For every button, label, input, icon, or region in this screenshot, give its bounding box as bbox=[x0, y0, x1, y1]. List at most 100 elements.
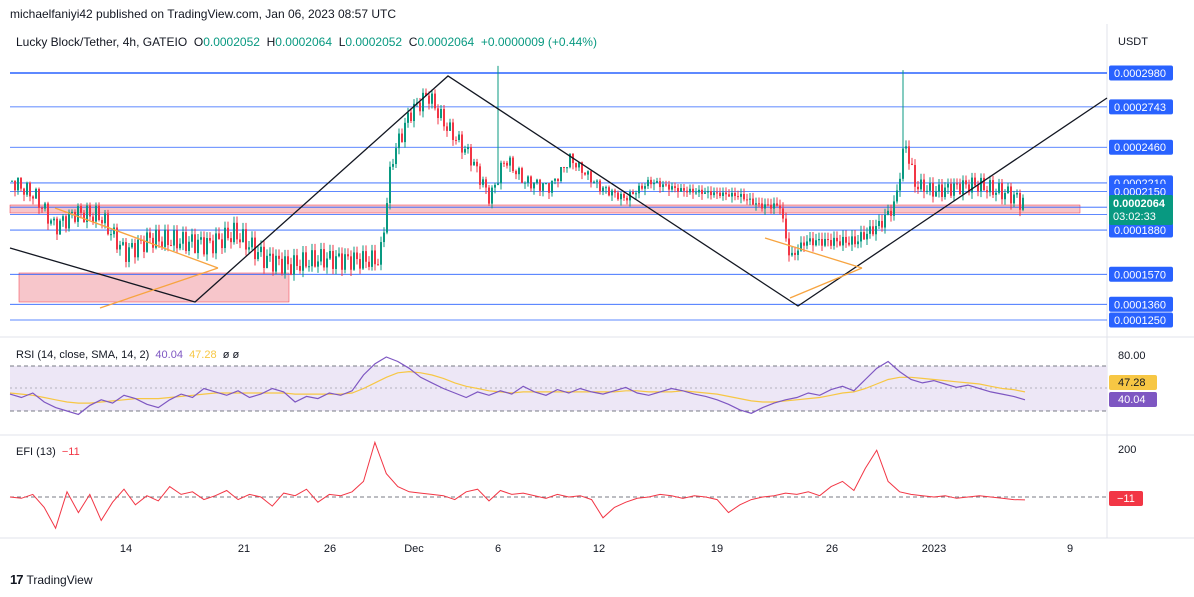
candle-body bbox=[179, 243, 181, 249]
candle-body bbox=[767, 204, 769, 206]
candle-body bbox=[518, 168, 520, 175]
candle-body bbox=[548, 183, 550, 193]
candle-body bbox=[38, 188, 40, 208]
candle-body bbox=[65, 216, 67, 229]
level-tag-label: 0.0001570 bbox=[1114, 269, 1166, 281]
candle-body bbox=[902, 148, 904, 179]
candle-body bbox=[860, 232, 862, 242]
candle-body bbox=[785, 218, 787, 239]
x-tick-label: 12 bbox=[593, 543, 605, 555]
symbol-name[interactable]: Lucky Block/Tether, 4h, GATEIO bbox=[16, 35, 188, 49]
candle-body bbox=[488, 187, 490, 204]
candle-body bbox=[812, 238, 814, 246]
rsi-name[interactable]: RSI (14, close, SMA, 14, 2) bbox=[16, 349, 150, 361]
candle-body bbox=[1004, 193, 1006, 200]
candle-body bbox=[350, 256, 352, 270]
candle-body bbox=[776, 203, 778, 206]
x-tick-label: 2023 bbox=[922, 543, 946, 555]
candle-body bbox=[338, 253, 340, 257]
candle-body bbox=[182, 232, 184, 244]
x-tick-label: 9 bbox=[1067, 543, 1073, 555]
candle-body bbox=[383, 232, 385, 243]
candle-body bbox=[212, 240, 214, 254]
candle-body bbox=[257, 252, 259, 260]
candle-body bbox=[41, 207, 43, 209]
candlesticks bbox=[11, 65, 1024, 281]
x-tick-label: 19 bbox=[711, 543, 723, 555]
candle-body bbox=[314, 250, 316, 267]
candle-body bbox=[263, 246, 265, 268]
rsi-value: 40.04 bbox=[155, 349, 183, 361]
candle-body bbox=[215, 233, 217, 254]
candle-body bbox=[593, 181, 595, 183]
x-tick-label: 6 bbox=[495, 543, 501, 555]
candle-body bbox=[704, 192, 706, 194]
candle-body bbox=[794, 252, 796, 255]
candle-body bbox=[446, 126, 448, 131]
candle-body bbox=[947, 183, 949, 188]
candle-body bbox=[461, 134, 463, 153]
candle-body bbox=[725, 192, 727, 195]
high-label: H bbox=[266, 35, 276, 49]
candle-body bbox=[161, 241, 163, 247]
candle-body bbox=[896, 190, 898, 202]
candle-body bbox=[662, 184, 664, 188]
candle-body bbox=[32, 196, 34, 199]
change-value: +0.0000009 (+0.44%) bbox=[480, 35, 597, 49]
candle-body bbox=[770, 204, 772, 209]
candle-body bbox=[632, 191, 634, 194]
candle-body bbox=[923, 179, 925, 192]
candle-body bbox=[218, 233, 220, 240]
candle-body bbox=[458, 134, 460, 140]
candle-body bbox=[44, 203, 46, 209]
candle-body bbox=[932, 182, 934, 197]
candle-body bbox=[935, 191, 937, 197]
candle-body bbox=[1010, 186, 1012, 204]
candle-body bbox=[266, 255, 268, 268]
candle-body bbox=[809, 238, 811, 242]
candle-body bbox=[224, 227, 226, 249]
level-tag bbox=[1109, 222, 1173, 238]
candle-body bbox=[959, 183, 961, 195]
candle-body bbox=[842, 236, 844, 246]
candle-body bbox=[251, 237, 253, 248]
candle-body bbox=[695, 192, 697, 194]
candle-body bbox=[650, 179, 652, 185]
level-tag bbox=[1109, 312, 1173, 328]
candle-body bbox=[977, 185, 979, 192]
candle-body bbox=[53, 218, 55, 221]
candle-body bbox=[449, 122, 451, 131]
candle-body bbox=[755, 203, 757, 205]
candle-body bbox=[596, 180, 598, 182]
candle-body bbox=[917, 186, 919, 190]
candle-body bbox=[848, 242, 850, 245]
candle-body bbox=[110, 234, 112, 236]
candle-body bbox=[29, 182, 31, 197]
candle-body bbox=[521, 168, 523, 183]
candle-body bbox=[1019, 192, 1021, 210]
candle-body bbox=[305, 252, 307, 267]
candle-body bbox=[62, 216, 64, 221]
candle-body bbox=[293, 255, 295, 275]
tradingview-logo-icon[interactable]: 17 bbox=[10, 572, 24, 587]
level-tag-label: 0.0002743 bbox=[1114, 102, 1166, 114]
brand-name[interactable]: TradingView bbox=[26, 572, 93, 587]
candle-body bbox=[638, 185, 640, 194]
symbol-legend: Lucky Block/Tether, 4h, GATEIO O0.000205… bbox=[16, 35, 597, 49]
candle-body bbox=[506, 162, 508, 166]
candle-body bbox=[563, 166, 565, 168]
candle-body bbox=[539, 179, 541, 191]
candle-body bbox=[890, 210, 892, 216]
candle-body bbox=[152, 237, 154, 248]
open-label: O bbox=[193, 35, 204, 49]
candle-body bbox=[77, 206, 79, 222]
efi-name[interactable]: EFI (13) bbox=[16, 446, 56, 458]
candle-body bbox=[1007, 186, 1009, 194]
candle-body bbox=[170, 245, 172, 247]
candle-body bbox=[143, 240, 145, 252]
candle-body bbox=[545, 183, 547, 185]
candle-body bbox=[683, 188, 685, 191]
candle-body bbox=[734, 192, 736, 197]
candle-body bbox=[380, 242, 382, 265]
